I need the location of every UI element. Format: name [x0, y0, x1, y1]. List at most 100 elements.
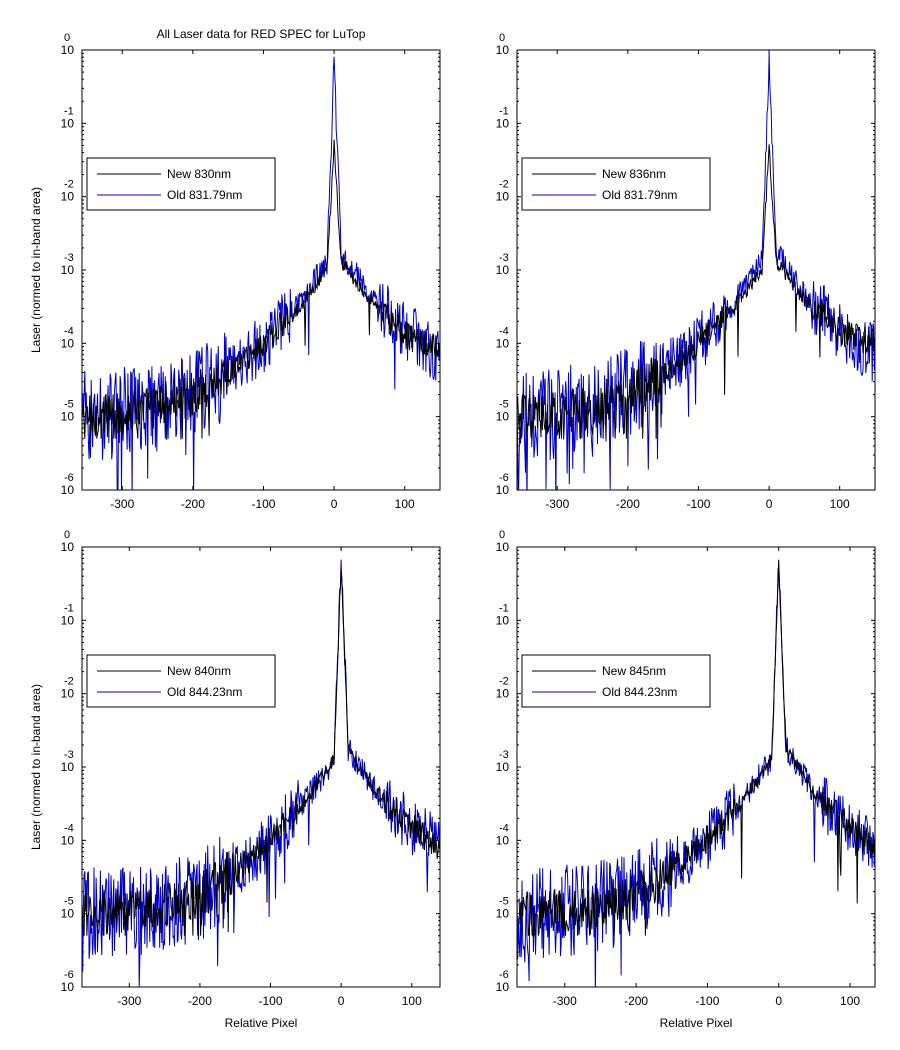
y-tick-base: 10 [496, 907, 510, 921]
legend: New 836nm Old 831.79nm [521, 157, 711, 211]
y-tick-exponent: 0 [499, 32, 505, 44]
chart-panel-4: -300 -200 -100 0 10010-610-510-410-310-210-1… [496, 529, 876, 1030]
plot-area [81, 49, 441, 491]
x-tick-label: 100 [830, 497, 850, 511]
y-tick-exponent: -4 [64, 325, 74, 337]
series-line-1 [517, 144, 875, 439]
x-tick-label: -300 [553, 994, 577, 1008]
x-axis-label: Relative Pixel [225, 1016, 298, 1030]
y-tick-base: 10 [61, 687, 75, 701]
y-tick-base: 10 [61, 907, 75, 921]
y-tick-exponent: -5 [499, 399, 509, 411]
legend-entry: Old 831.79nm [167, 188, 242, 202]
x-tick-label: -200 [181, 497, 205, 511]
y-tick-exponent: 0 [499, 529, 505, 541]
chart-panel-2: -300 -200 -100 0 10010-610-510-410-310-210-1… [496, 32, 876, 511]
legend-entry: New 840nm [167, 664, 231, 678]
chart-panel-1: -300 -200 -100 0 10010-610-510-410-310-210-1… [29, 27, 441, 511]
y-tick-base: 10 [496, 687, 510, 701]
y-tick-exponent: -5 [499, 896, 509, 908]
x-tick-label: -300 [117, 994, 141, 1008]
y-axis-label: Laser (normed to in-band area) [29, 187, 43, 353]
y-tick-base: 10 [61, 613, 75, 627]
y-tick-exponent: -1 [499, 602, 509, 614]
x-tick-label: 0 [766, 497, 773, 511]
y-tick-base: 10 [496, 483, 510, 497]
x-axis-label: Relative Pixel [660, 1016, 733, 1030]
y-tick-exponent: 0 [64, 529, 70, 541]
y-tick-base: 10 [61, 833, 75, 847]
y-tick-exponent: -2 [64, 676, 74, 688]
y-tick-exponent: -1 [64, 602, 74, 614]
y-tick-base: 10 [61, 540, 75, 554]
x-tick-label: -200 [616, 497, 640, 511]
y-tick-exponent: -5 [64, 399, 74, 411]
legend-entry: New 830nm [167, 167, 231, 181]
y-tick-exponent: -4 [499, 325, 509, 337]
y-tick-exponent: 0 [64, 32, 70, 44]
y-tick-exponent: -3 [64, 252, 74, 264]
y-tick-base: 10 [61, 190, 75, 204]
chart-panel-3: -300 -200 -100 0 10010-610-510-410-310-210-1… [29, 529, 441, 1030]
y-tick-exponent: -2 [499, 179, 509, 191]
y-tick-exponent: -3 [499, 252, 509, 264]
y-tick-exponent: -2 [499, 676, 509, 688]
chart-title: All Laser data for RED SPEC for LuTop [157, 27, 366, 41]
series-group [82, 559, 440, 987]
y-tick-exponent: -3 [64, 749, 74, 761]
legend: New 830nm Old 831.79nm [86, 157, 276, 211]
x-tick-label: -100 [695, 994, 719, 1008]
series-line-2 [517, 52, 875, 490]
y-tick-exponent: -4 [64, 822, 74, 834]
legend-box [521, 157, 711, 211]
y-tick-exponent: -3 [499, 749, 509, 761]
y-tick-exponent: -5 [64, 896, 74, 908]
series-group [517, 559, 875, 987]
y-tick-exponent: -6 [499, 472, 509, 484]
x-tick-label: 100 [402, 994, 422, 1008]
y-tick-base: 10 [496, 410, 510, 424]
y-tick-exponent: -6 [499, 969, 509, 981]
y-tick-base: 10 [496, 116, 510, 130]
y-tick-base: 10 [496, 980, 510, 994]
x-tick-label: -100 [251, 497, 275, 511]
x-tick-label: -200 [624, 994, 648, 1008]
y-tick-exponent: -1 [499, 105, 509, 117]
legend-entry: Old 844.23nm [602, 685, 677, 699]
y-tick-exponent: -6 [64, 969, 74, 981]
y-tick-base: 10 [61, 263, 75, 277]
x-tick-label: 0 [331, 497, 338, 511]
y-tick-base: 10 [61, 980, 75, 994]
y-tick-base: 10 [61, 410, 75, 424]
y-tick-exponent: -1 [64, 105, 74, 117]
x-tick-label: 0 [338, 994, 345, 1008]
y-tick-base: 10 [496, 760, 510, 774]
y-tick-base: 10 [496, 613, 510, 627]
y-tick-base: 10 [496, 190, 510, 204]
y-axis-label: Laser (normed to in-band area) [29, 684, 43, 850]
y-tick-base: 10 [61, 43, 75, 57]
x-tick-label: 100 [395, 497, 415, 511]
plot-area [81, 546, 441, 988]
x-tick-label: 0 [775, 994, 782, 1008]
y-tick-base: 10 [496, 43, 510, 57]
x-tick-label: -300 [545, 497, 569, 511]
y-tick-base: 10 [61, 336, 75, 350]
legend-box [86, 157, 276, 211]
y-tick-base: 10 [496, 336, 510, 350]
legend-box [521, 654, 711, 708]
series-line-1 [82, 139, 440, 439]
series-line-1 [517, 559, 875, 938]
x-tick-label: -200 [188, 994, 212, 1008]
x-tick-label: -100 [686, 497, 710, 511]
y-tick-base: 10 [61, 760, 75, 774]
y-tick-base: 10 [496, 540, 510, 554]
y-tick-base: 10 [496, 833, 510, 847]
x-tick-label: 100 [840, 994, 860, 1008]
y-tick-base: 10 [61, 483, 75, 497]
y-tick-exponent: -4 [499, 822, 509, 834]
y-tick-base: 10 [61, 116, 75, 130]
legend-entry: New 836nm [602, 167, 666, 181]
legend-entry: Old 844.23nm [167, 685, 242, 699]
